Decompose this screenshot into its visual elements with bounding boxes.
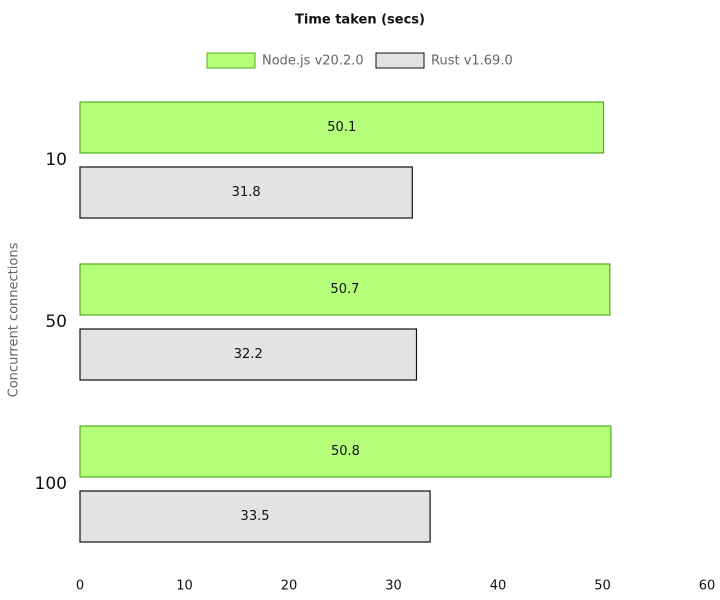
bar [79,101,605,154]
data-label: 50.1 [327,120,356,135]
data-label: 33.5 [241,509,270,524]
data-label: 50.7 [330,282,359,297]
y-tick-label: 50 [45,312,67,332]
y-axis-title: Concurrent connections [7,242,22,397]
bar [79,490,431,543]
x-tick-label: 0 [76,579,84,594]
legend-label: Rust v1.69.0 [431,54,513,69]
bar [79,425,612,478]
bar [79,166,413,219]
x-tick-label: 10 [176,579,193,594]
chart-title: Time taken (secs) [295,13,425,28]
x-tick-label: 50 [594,579,611,594]
x-tick-label: 40 [490,579,507,594]
bar [79,263,611,316]
legend-swatch [206,52,256,69]
data-label: 32.2 [234,347,263,362]
x-tick-label: 20 [281,579,298,594]
y-tick-label: 100 [35,474,67,494]
x-tick-label: 60 [699,579,716,594]
data-label: 50.8 [331,444,360,459]
legend-swatch [375,52,425,69]
legend-label: Node.js v20.2.0 [262,54,364,69]
x-tick-label: 30 [385,579,402,594]
bar [79,328,418,381]
data-label: 31.8 [232,185,261,200]
y-tick-label: 10 [45,150,67,170]
